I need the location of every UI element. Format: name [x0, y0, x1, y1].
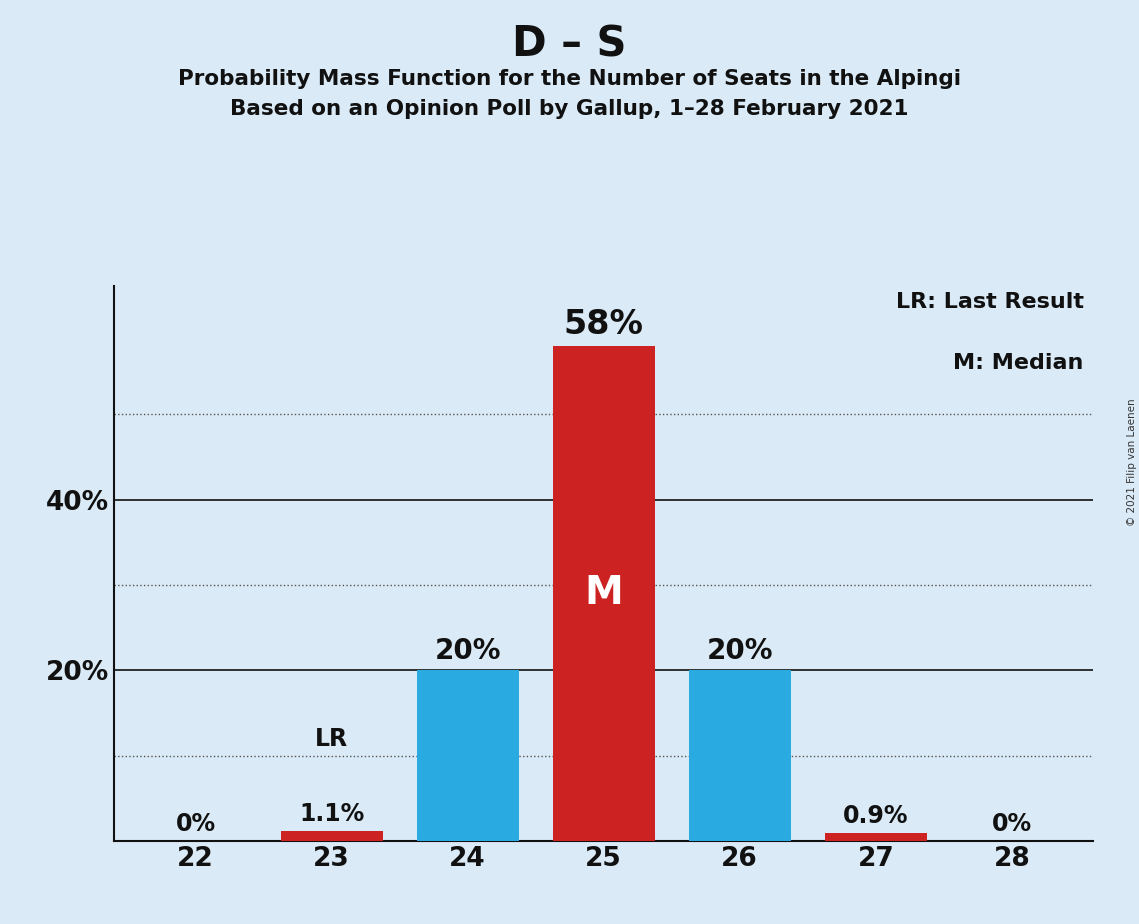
Text: M: M	[584, 575, 623, 613]
Bar	[689, 670, 790, 841]
Text: 58%: 58%	[564, 308, 644, 341]
Text: Probability Mass Function for the Number of Seats in the Alpingi: Probability Mass Function for the Number…	[178, 69, 961, 90]
Text: LR: Last Result: LR: Last Result	[895, 292, 1083, 312]
Text: 0.9%: 0.9%	[843, 804, 909, 828]
Text: M: Median: M: Median	[953, 353, 1083, 373]
Bar	[280, 832, 383, 841]
Text: 20%: 20%	[706, 638, 773, 665]
Text: 20%: 20%	[434, 638, 501, 665]
Bar	[552, 346, 655, 841]
Text: © 2021 Filip van Laenen: © 2021 Filip van Laenen	[1126, 398, 1137, 526]
Text: 0%: 0%	[175, 811, 215, 835]
Text: Based on an Opinion Poll by Gallup, 1–28 February 2021: Based on an Opinion Poll by Gallup, 1–28…	[230, 99, 909, 119]
Text: D – S: D – S	[513, 23, 626, 65]
Bar	[417, 670, 518, 841]
Text: 1.1%: 1.1%	[298, 802, 364, 826]
Bar	[825, 833, 927, 841]
Text: 0%: 0%	[992, 811, 1032, 835]
Text: LR: LR	[316, 727, 349, 751]
